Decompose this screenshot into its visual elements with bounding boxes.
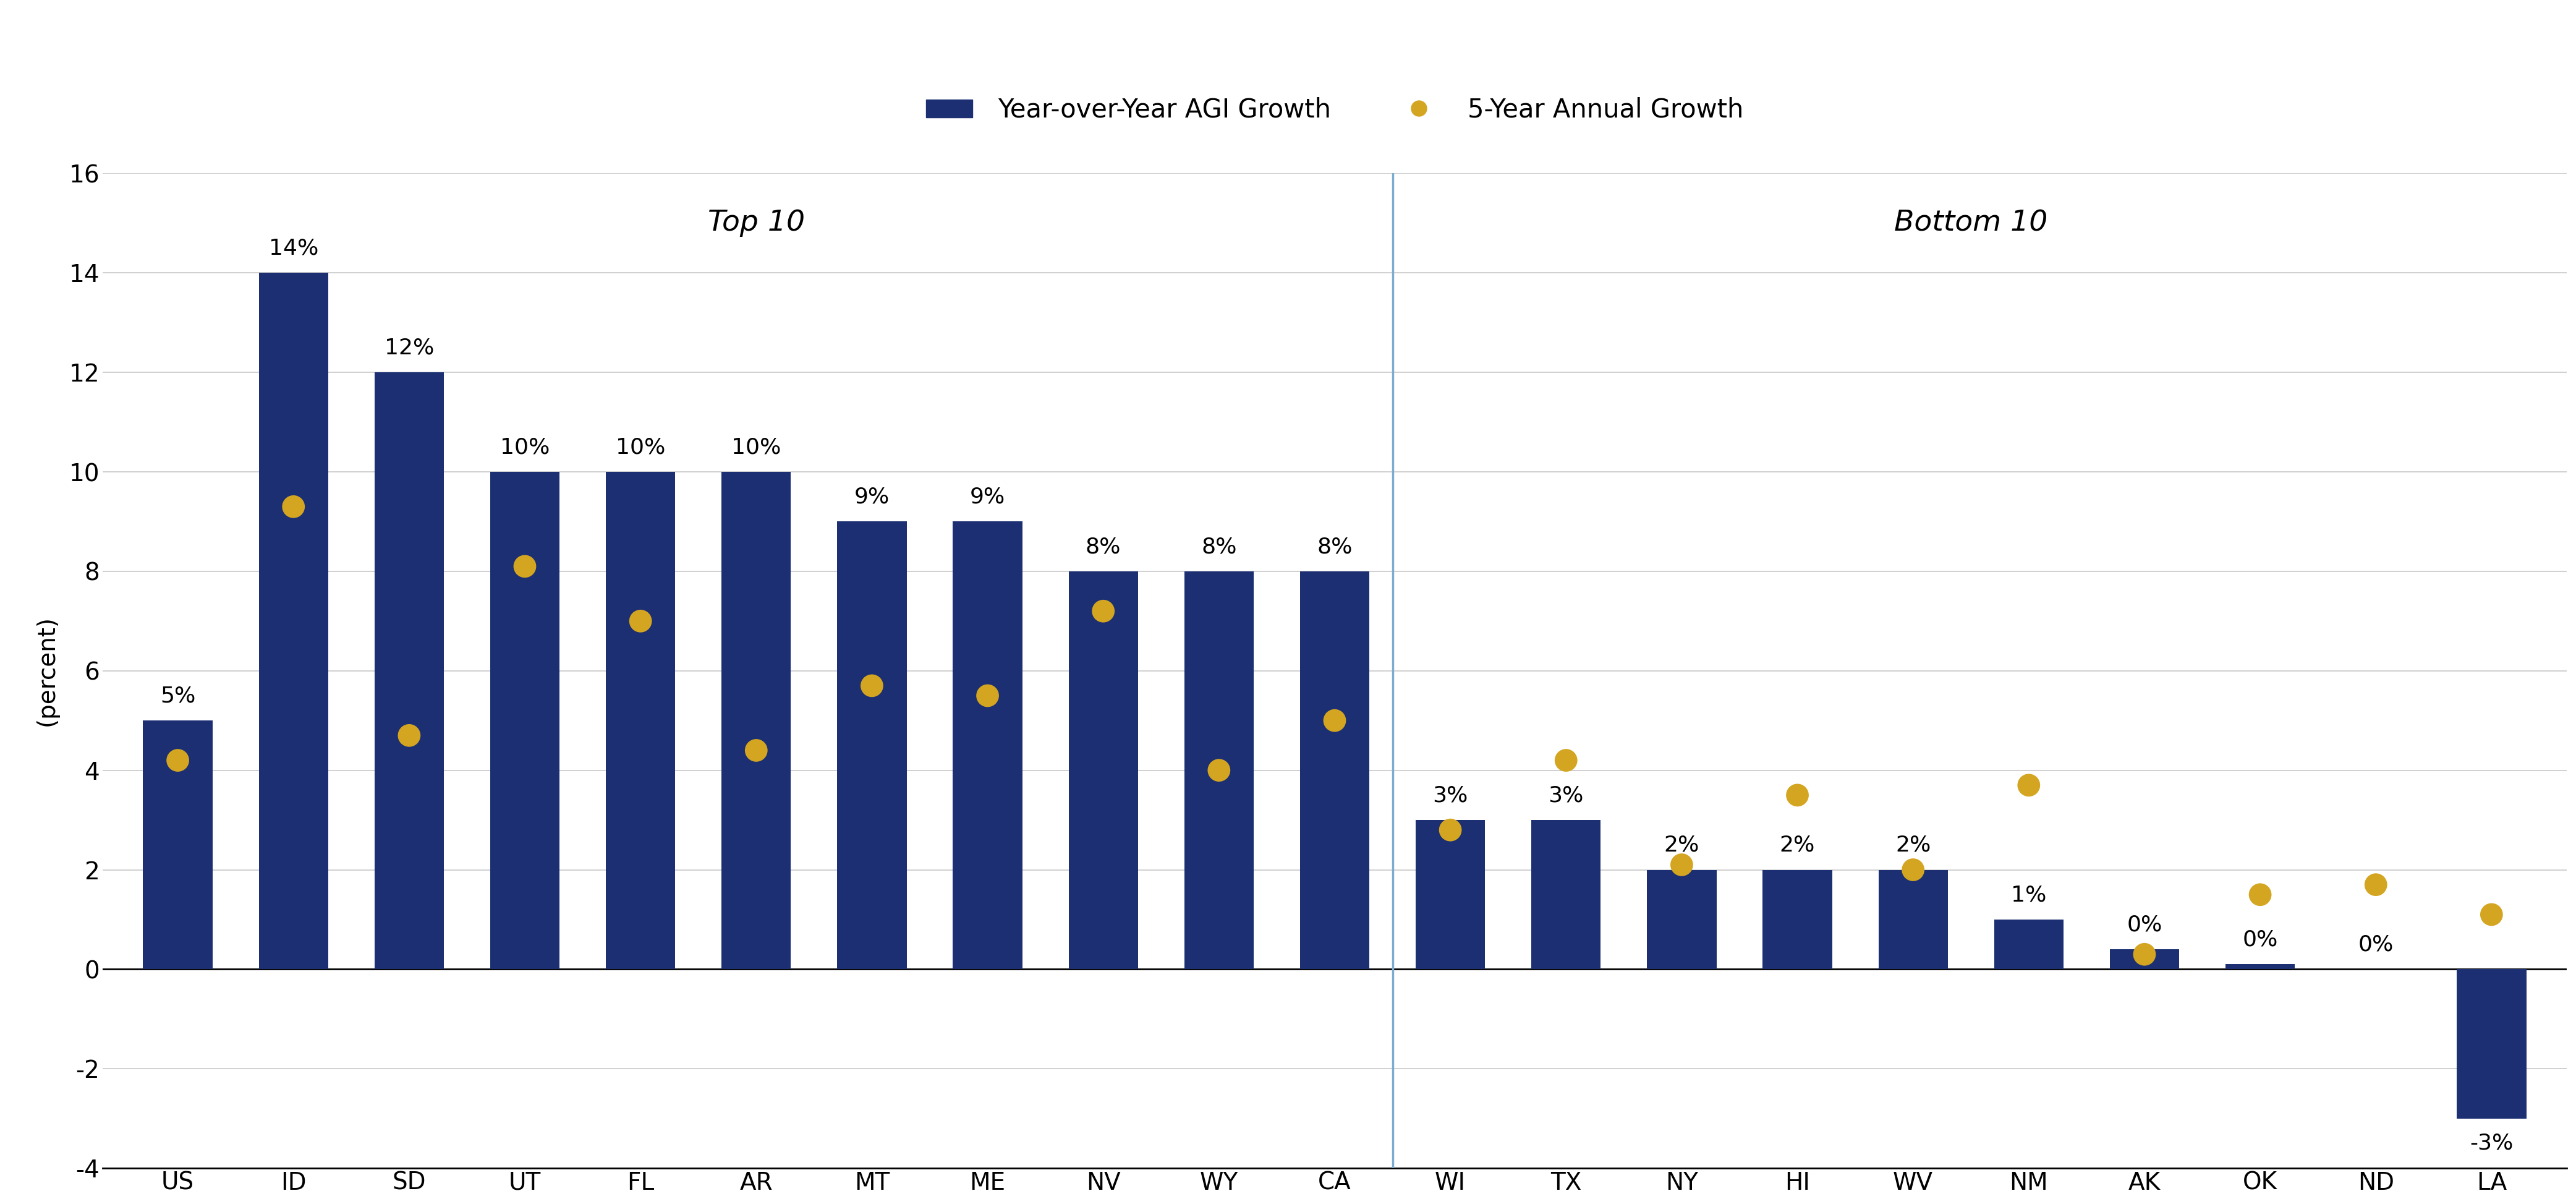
Text: 0%: 0%: [2357, 934, 2393, 955]
Point: [505, 556, 546, 576]
Bar: [1185, 572, 1255, 969]
Point: [1082, 602, 1123, 621]
Bar: [144, 720, 211, 969]
Text: 5%: 5%: [160, 685, 196, 707]
Point: [621, 612, 662, 631]
Point: [1662, 855, 1703, 874]
Text: 9%: 9%: [971, 486, 1005, 508]
Bar: [1417, 820, 1484, 969]
Text: 1%: 1%: [2012, 885, 2045, 905]
Text: 8%: 8%: [1316, 536, 1352, 557]
Text: 10%: 10%: [732, 437, 781, 458]
Text: 8%: 8%: [1200, 536, 1236, 557]
Point: [2470, 905, 2512, 925]
Point: [389, 726, 430, 745]
Text: 14%: 14%: [268, 238, 319, 259]
Text: 2%: 2%: [1664, 834, 1700, 856]
Bar: [953, 521, 1023, 969]
Bar: [374, 372, 443, 969]
Text: 0%: 0%: [2128, 914, 2161, 936]
Point: [966, 686, 1007, 706]
Bar: [837, 521, 907, 969]
Bar: [1301, 572, 1370, 969]
Point: [1430, 820, 1471, 839]
Point: [1777, 785, 1819, 804]
Text: 10%: 10%: [616, 437, 665, 458]
Point: [157, 751, 198, 771]
Text: 8%: 8%: [1084, 536, 1121, 557]
Point: [1893, 860, 1935, 879]
Bar: [258, 273, 327, 969]
Point: [2123, 945, 2164, 964]
Text: 2%: 2%: [1780, 834, 1816, 856]
Text: 12%: 12%: [384, 337, 433, 359]
Text: 2%: 2%: [1896, 834, 1932, 856]
Y-axis label: (percent): (percent): [36, 615, 59, 726]
Text: 9%: 9%: [855, 486, 889, 508]
Bar: [605, 472, 675, 969]
Text: -3%: -3%: [2470, 1133, 2514, 1153]
Legend: Year-over-Year AGI Growth, 5-Year Annual Growth: Year-over-Year AGI Growth, 5-Year Annual…: [914, 87, 1754, 134]
Point: [1198, 761, 1239, 780]
Bar: [1994, 920, 2063, 969]
Text: 0%: 0%: [2244, 929, 2277, 950]
Bar: [2226, 964, 2295, 969]
Text: Top 10: Top 10: [708, 209, 804, 237]
Bar: [1762, 869, 1832, 969]
Bar: [721, 472, 791, 969]
Point: [1314, 710, 1355, 730]
Point: [737, 740, 778, 760]
Bar: [2458, 969, 2527, 1119]
Bar: [1878, 869, 1947, 969]
Point: [2239, 885, 2280, 904]
Text: 10%: 10%: [500, 437, 549, 458]
Bar: [1646, 869, 1716, 969]
Point: [273, 497, 314, 517]
Point: [850, 677, 891, 696]
Bar: [2110, 950, 2179, 969]
Text: Bottom 10: Bottom 10: [1893, 209, 2048, 237]
Bar: [489, 472, 559, 969]
Text: 3%: 3%: [1432, 785, 1468, 807]
Text: 3%: 3%: [1548, 785, 1584, 807]
Point: [1546, 751, 1587, 771]
Point: [2009, 775, 2050, 795]
Bar: [1530, 820, 1600, 969]
Bar: [1069, 572, 1139, 969]
Point: [2354, 875, 2396, 895]
